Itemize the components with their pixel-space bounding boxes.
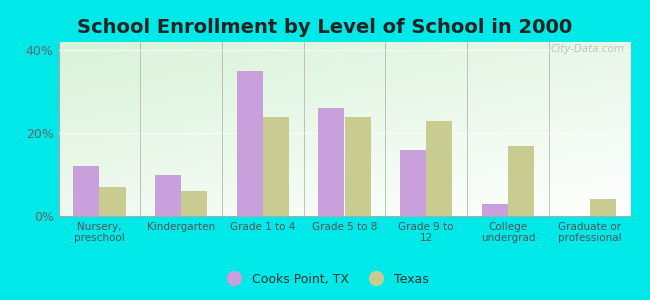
Bar	[181, 191, 207, 216]
Bar	[426, 121, 452, 216]
Bar	[508, 146, 534, 216]
Bar	[482, 204, 508, 216]
Bar	[99, 187, 125, 216]
Legend: Cooks Point, TX, Texas: Cooks Point, TX, Texas	[216, 268, 434, 291]
Bar	[590, 200, 616, 216]
Text: School Enrollment by Level of School in 2000: School Enrollment by Level of School in …	[77, 18, 573, 37]
Bar	[344, 117, 370, 216]
Bar	[237, 71, 263, 216]
Text: City-Data.com: City-Data.com	[551, 44, 625, 54]
Bar	[318, 108, 344, 216]
Bar	[400, 150, 426, 216]
Bar	[263, 117, 289, 216]
Bar	[155, 175, 181, 216]
Bar	[73, 166, 99, 216]
